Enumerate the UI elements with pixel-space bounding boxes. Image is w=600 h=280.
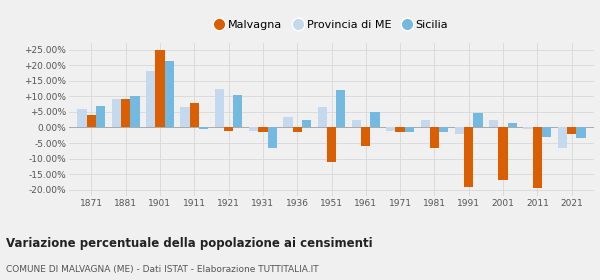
Bar <box>327 127 336 162</box>
Bar <box>533 127 542 188</box>
Bar <box>508 123 517 127</box>
Bar <box>395 127 405 132</box>
Bar <box>489 120 499 127</box>
Bar <box>283 116 293 127</box>
Bar <box>164 60 174 127</box>
Bar <box>455 127 464 134</box>
Bar <box>421 120 430 127</box>
Legend: Malvagna, Provincia di ME, Sicilia: Malvagna, Provincia di ME, Sicilia <box>210 15 453 34</box>
Bar <box>181 107 190 127</box>
Bar <box>567 127 577 134</box>
Bar <box>190 102 199 127</box>
Bar <box>577 127 586 138</box>
Bar <box>130 96 140 127</box>
Bar <box>96 106 105 127</box>
Bar <box>439 127 448 132</box>
Bar <box>268 127 277 148</box>
Bar <box>499 127 508 180</box>
Bar <box>121 99 130 127</box>
Bar <box>558 127 567 148</box>
Bar <box>317 107 327 127</box>
Bar <box>405 127 414 132</box>
Bar <box>199 127 208 129</box>
Bar <box>370 112 380 127</box>
Bar <box>361 127 370 146</box>
Bar <box>473 113 482 127</box>
Bar <box>155 50 164 127</box>
Bar <box>77 109 86 127</box>
Bar <box>112 99 121 127</box>
Text: Variazione percentuale della popolazione ai censimenti: Variazione percentuale della popolazione… <box>6 237 373 249</box>
Bar <box>293 127 302 132</box>
Bar <box>302 120 311 127</box>
Bar <box>249 127 258 130</box>
Bar <box>464 127 473 187</box>
Bar <box>215 88 224 127</box>
Bar <box>352 120 361 127</box>
Bar <box>86 115 96 127</box>
Bar <box>146 71 155 127</box>
Bar <box>258 127 268 132</box>
Bar <box>542 127 551 137</box>
Bar <box>224 127 233 130</box>
Bar <box>386 127 395 130</box>
Bar <box>336 90 346 127</box>
Bar <box>523 127 533 129</box>
Bar <box>430 127 439 148</box>
Text: COMUNE DI MALVAGNA (ME) - Dati ISTAT - Elaborazione TUTTITALIA.IT: COMUNE DI MALVAGNA (ME) - Dati ISTAT - E… <box>6 265 319 274</box>
Bar <box>233 95 242 127</box>
